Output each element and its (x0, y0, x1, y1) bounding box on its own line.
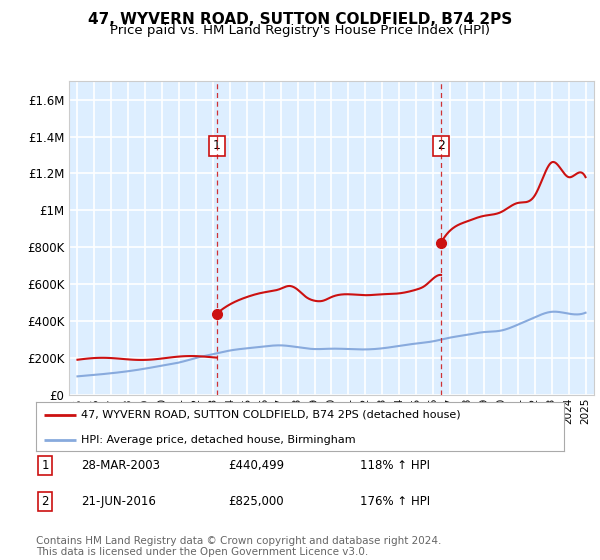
Text: 28-MAR-2003: 28-MAR-2003 (81, 459, 160, 473)
Text: 21-JUN-2016: 21-JUN-2016 (81, 494, 156, 508)
Text: 118% ↑ HPI: 118% ↑ HPI (360, 459, 430, 473)
Text: 2: 2 (41, 494, 49, 508)
Text: 2: 2 (437, 139, 445, 152)
Text: 47, WYVERN ROAD, SUTTON COLDFIELD, B74 2PS: 47, WYVERN ROAD, SUTTON COLDFIELD, B74 2… (88, 12, 512, 27)
Text: 47, WYVERN ROAD, SUTTON COLDFIELD, B74 2PS (detached house): 47, WYVERN ROAD, SUTTON COLDFIELD, B74 2… (81, 410, 461, 420)
Text: Contains HM Land Registry data © Crown copyright and database right 2024.
This d: Contains HM Land Registry data © Crown c… (36, 535, 442, 557)
Text: £440,499: £440,499 (228, 459, 284, 473)
Text: 1: 1 (213, 139, 221, 152)
Text: £825,000: £825,000 (228, 494, 284, 508)
Text: 176% ↑ HPI: 176% ↑ HPI (360, 494, 430, 508)
Text: HPI: Average price, detached house, Birmingham: HPI: Average price, detached house, Birm… (81, 435, 356, 445)
Text: Price paid vs. HM Land Registry's House Price Index (HPI): Price paid vs. HM Land Registry's House … (110, 24, 490, 37)
Text: 1: 1 (41, 459, 49, 473)
